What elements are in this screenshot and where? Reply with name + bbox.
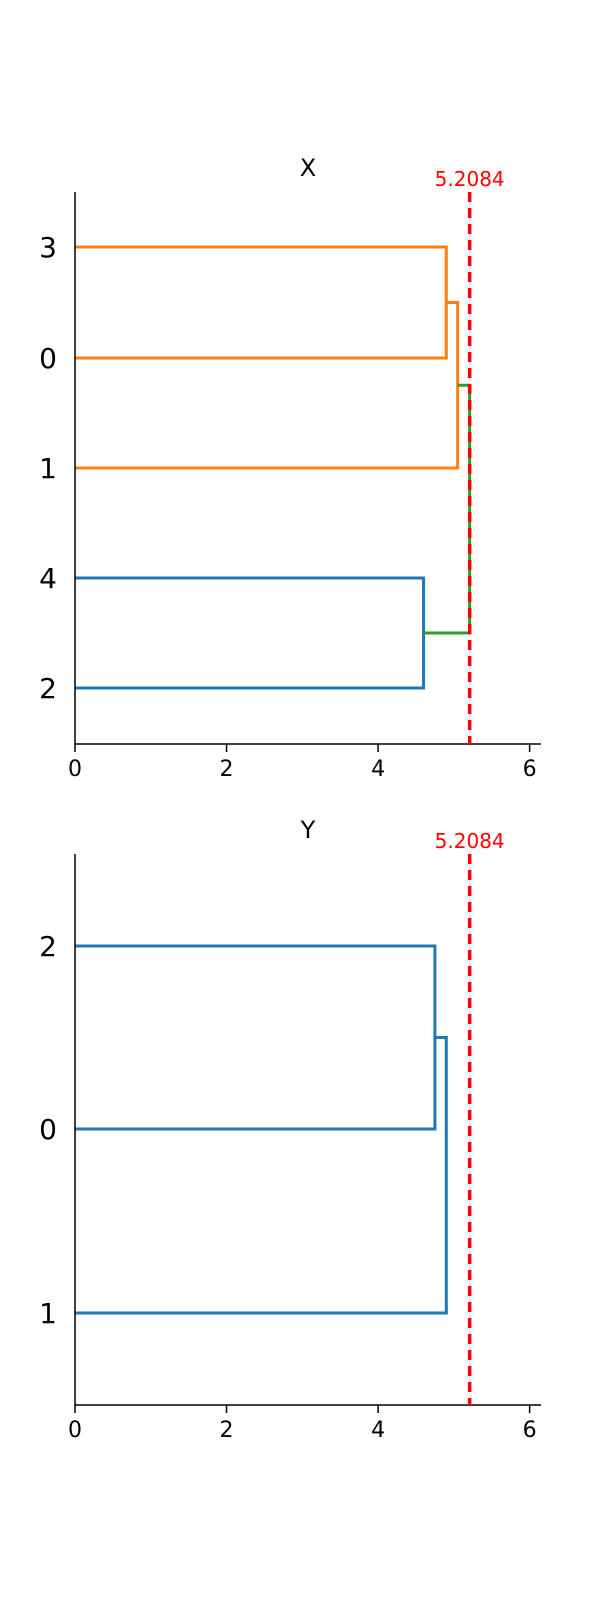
- x-tick-label: 2: [220, 757, 234, 782]
- x-tick-label: 4: [371, 1418, 385, 1443]
- dendrogram-link: [423, 383, 472, 635]
- leaf-labels-y: 2 0 1: [39, 930, 57, 1330]
- chart-title-x: X: [300, 154, 316, 182]
- leaf-label: 1: [39, 452, 57, 485]
- x-axis-ticks-y: 0 2 4 6: [68, 1405, 537, 1443]
- dendrogram-link: [75, 1036, 448, 1315]
- x-tick-label: 4: [371, 757, 385, 782]
- chart-title-y: Y: [300, 816, 316, 844]
- leaf-label: 1: [39, 1297, 57, 1330]
- x-tick-label: 6: [523, 757, 537, 782]
- leaf-label: 2: [39, 930, 57, 963]
- leaf-label: 0: [39, 342, 57, 375]
- leaf-label: 2: [39, 672, 57, 705]
- threshold-label-y: 5.2084: [435, 829, 505, 853]
- leaf-labels-x: 3 0 1 4 2: [39, 231, 57, 705]
- x-tick-label: 0: [68, 1418, 82, 1443]
- x-tick-label: 0: [68, 757, 82, 782]
- dendrogram-link: [75, 301, 460, 470]
- leaf-label: 4: [39, 562, 57, 595]
- dendrogram-link: [75, 245, 448, 360]
- x-axis-ticks-x: 0 2 4 6: [68, 744, 537, 782]
- links-x: [75, 245, 472, 690]
- dendrogram-link: [75, 576, 426, 690]
- dendrogram-y: Y 5.2084 2 0 1 0 2 4 6: [39, 816, 541, 1443]
- x-tick-label: 6: [523, 1418, 537, 1443]
- threshold-label-x: 5.2084: [435, 167, 505, 191]
- dendrogram-x: X 5.2084 3 0 1 4 2 0 2 4 6: [39, 154, 541, 782]
- dendrogram-link: [75, 944, 437, 1131]
- x-tick-label: 2: [220, 1418, 234, 1443]
- leaf-label: 3: [39, 231, 57, 264]
- leaf-label: 0: [39, 1113, 57, 1146]
- links-y: [75, 944, 448, 1315]
